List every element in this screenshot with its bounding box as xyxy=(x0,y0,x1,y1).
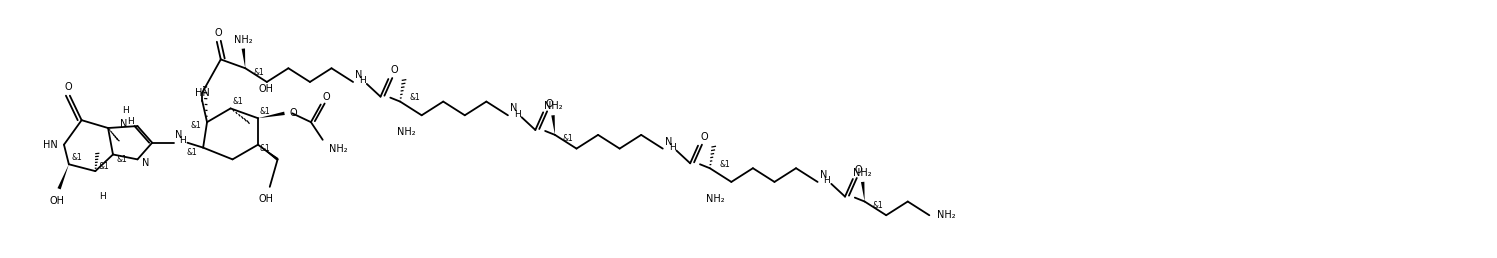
Text: &1: &1 xyxy=(72,153,82,162)
Text: H: H xyxy=(180,136,186,145)
Text: N: N xyxy=(120,119,127,129)
Text: OH: OH xyxy=(257,84,272,94)
Text: N: N xyxy=(510,103,518,114)
Text: H: H xyxy=(127,117,133,126)
Text: NH₂: NH₂ xyxy=(328,144,347,154)
Text: &1: &1 xyxy=(232,97,244,106)
Text: O: O xyxy=(391,65,398,75)
Text: &1: &1 xyxy=(563,134,573,143)
Text: HN: HN xyxy=(195,88,210,98)
Text: O: O xyxy=(855,165,862,175)
Polygon shape xyxy=(257,145,278,160)
Text: &1: &1 xyxy=(187,148,198,157)
Polygon shape xyxy=(257,112,284,118)
Text: H: H xyxy=(513,110,521,119)
Text: OH: OH xyxy=(259,194,274,204)
Text: NH₂: NH₂ xyxy=(853,168,871,178)
Text: H: H xyxy=(121,106,129,115)
Text: O: O xyxy=(64,82,72,92)
Text: H: H xyxy=(669,143,675,152)
Text: NH₂: NH₂ xyxy=(543,101,563,111)
Text: O: O xyxy=(323,92,331,102)
Polygon shape xyxy=(57,164,69,189)
Text: N: N xyxy=(665,137,672,147)
Text: O: O xyxy=(545,99,552,109)
Text: O: O xyxy=(701,132,708,142)
Text: &1: &1 xyxy=(260,144,271,153)
Polygon shape xyxy=(551,115,555,135)
Polygon shape xyxy=(861,182,865,201)
Text: &1: &1 xyxy=(99,162,109,171)
Text: OH: OH xyxy=(49,196,64,206)
Text: N: N xyxy=(355,70,362,80)
Text: HN: HN xyxy=(43,140,58,150)
Text: H: H xyxy=(359,76,365,85)
Text: &1: &1 xyxy=(117,155,127,164)
Text: H: H xyxy=(99,192,106,201)
Text: H: H xyxy=(823,176,831,186)
Text: NH₂: NH₂ xyxy=(234,35,253,45)
Text: &1: &1 xyxy=(720,160,731,169)
Text: N: N xyxy=(142,158,150,168)
Polygon shape xyxy=(241,49,246,68)
Text: &1: &1 xyxy=(410,93,421,102)
Text: &1: &1 xyxy=(873,201,883,210)
Text: N: N xyxy=(175,130,183,140)
Text: &1: &1 xyxy=(253,68,263,77)
Text: &1: &1 xyxy=(260,107,271,116)
Text: N: N xyxy=(819,170,826,180)
Text: O: O xyxy=(216,28,223,38)
Text: &1: &1 xyxy=(190,120,201,130)
Text: NH₂: NH₂ xyxy=(397,127,415,137)
Text: NH₂: NH₂ xyxy=(707,194,725,204)
Text: O: O xyxy=(289,108,296,118)
Text: NH₂: NH₂ xyxy=(937,210,955,220)
